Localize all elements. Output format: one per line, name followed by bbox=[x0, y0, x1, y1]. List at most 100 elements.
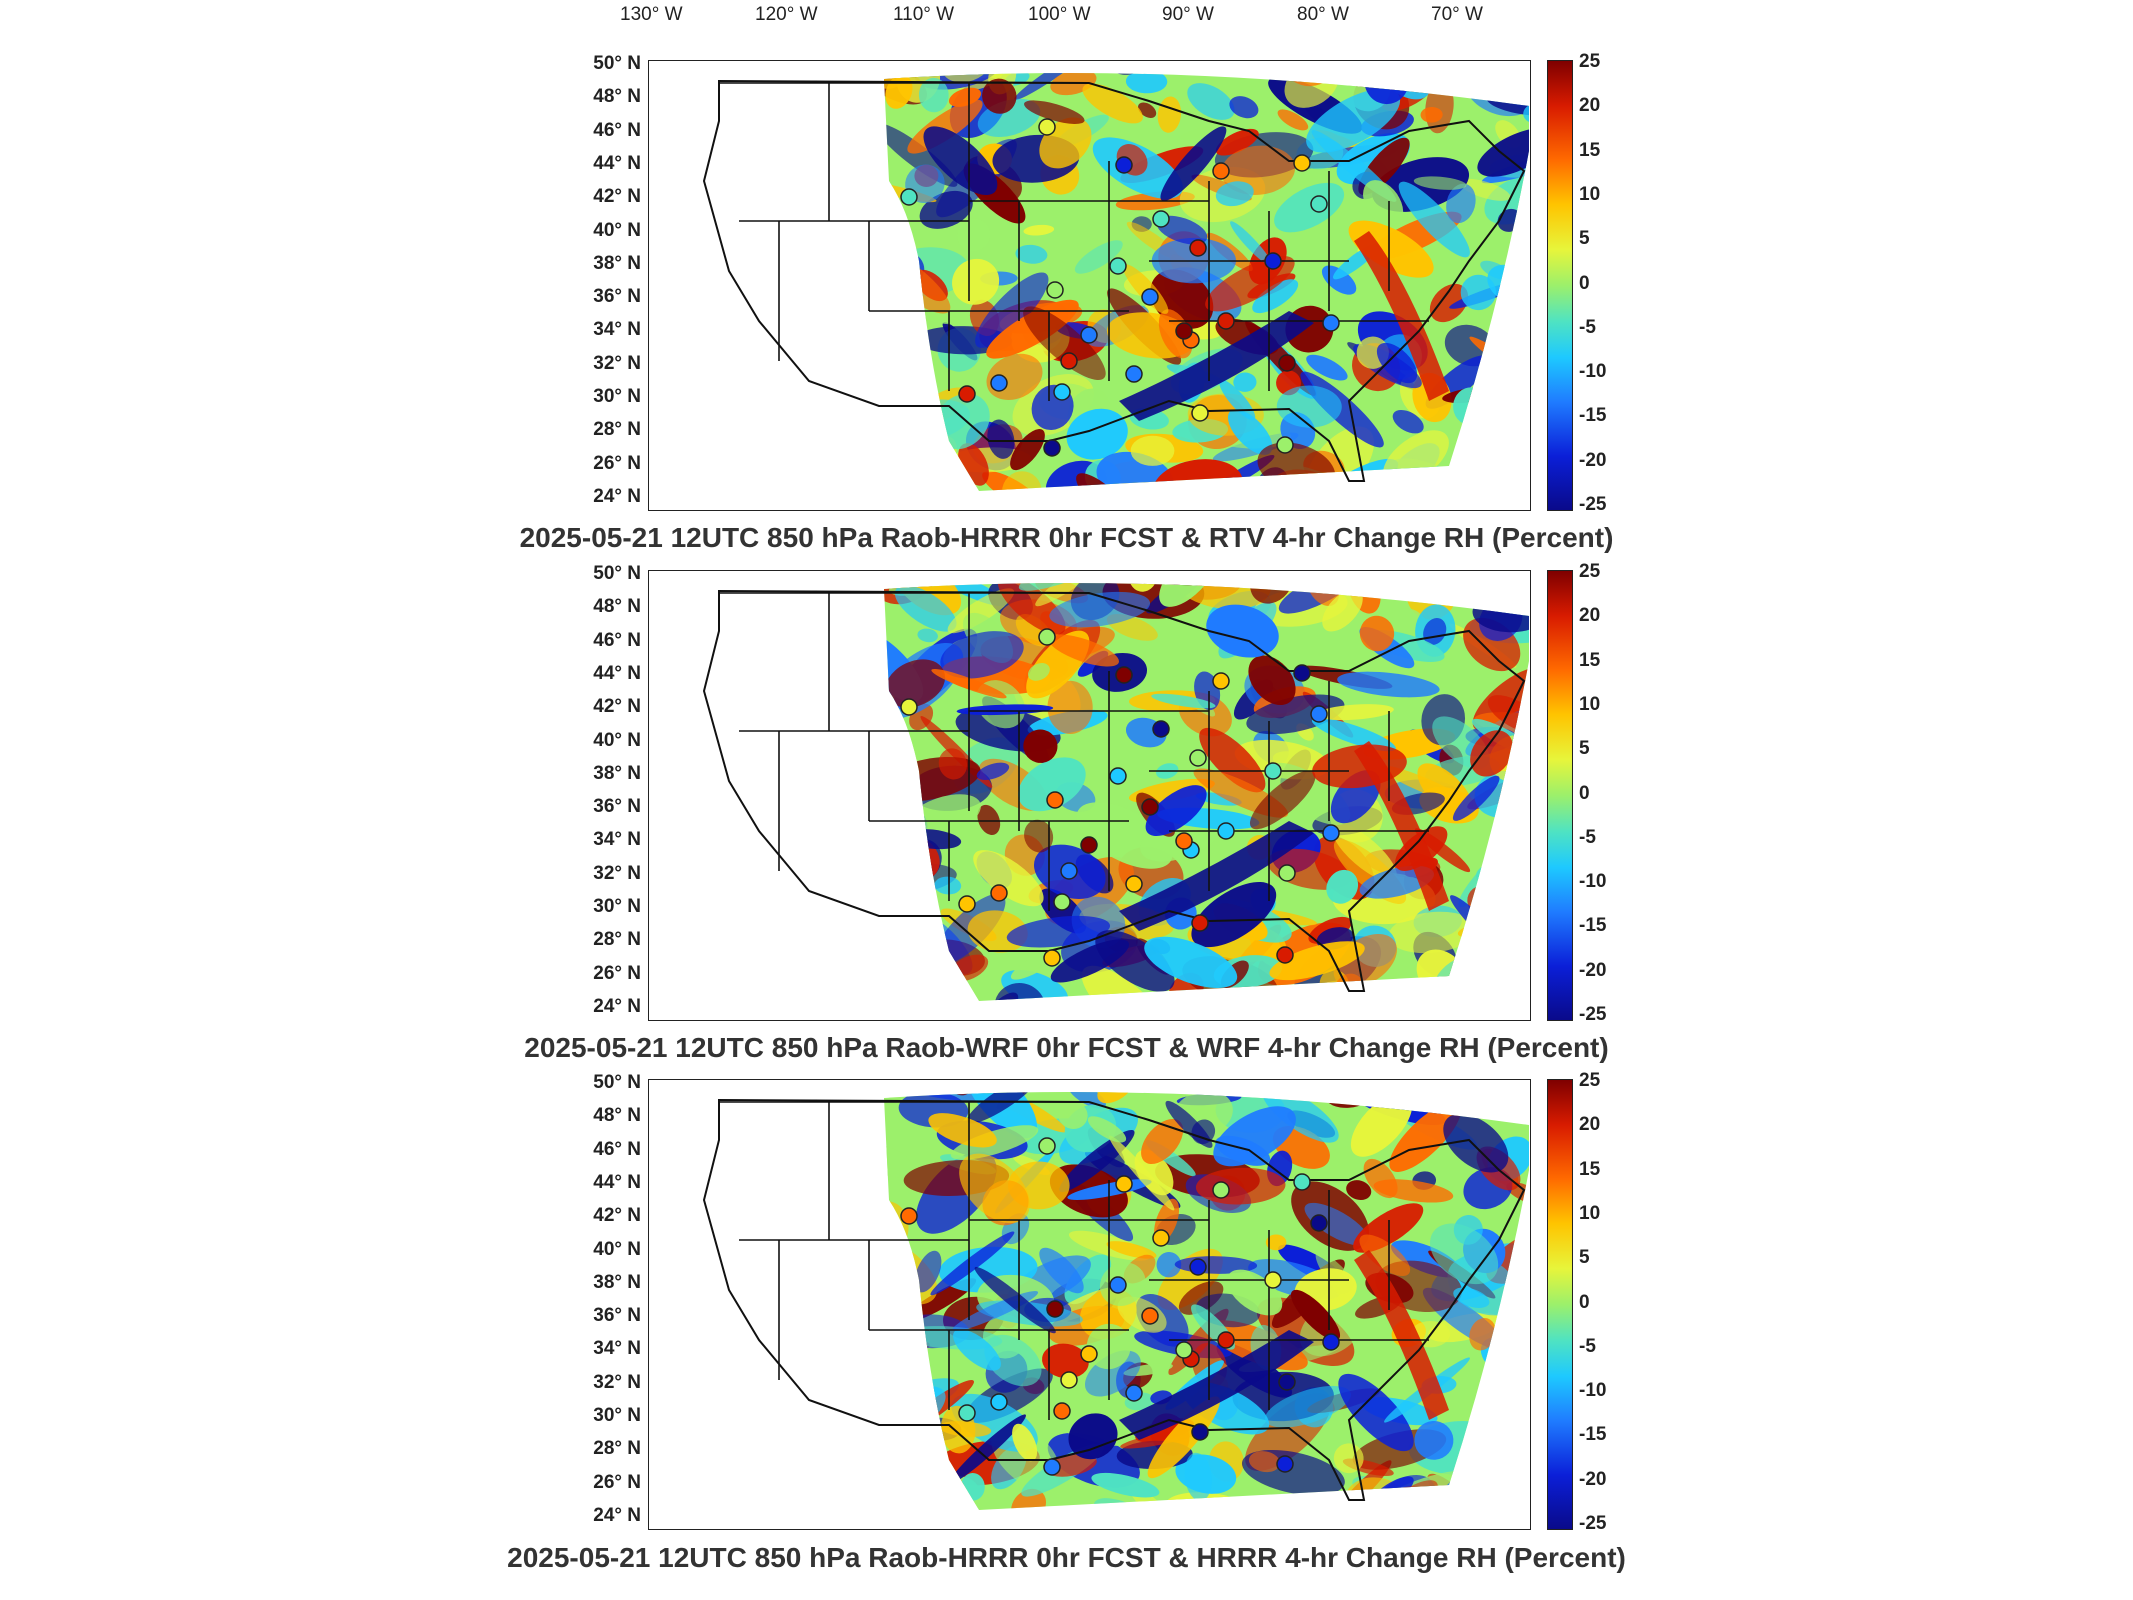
rh-field-patch bbox=[1125, 1481, 1193, 1511]
rh-change-map bbox=[648, 570, 1531, 1021]
raob-station-marker bbox=[1046, 791, 1064, 809]
colorbar-tick-label: -10 bbox=[1579, 871, 1607, 893]
rh-field-patch bbox=[894, 583, 962, 616]
rh-field-patch bbox=[1482, 923, 1529, 970]
colorbar-tick-label: -15 bbox=[1579, 1424, 1607, 1446]
rh-field-patch bbox=[1516, 1408, 1529, 1434]
colorbar-tick-label: 20 bbox=[1579, 605, 1601, 627]
rh-field-patch bbox=[1359, 615, 1395, 652]
raob-station-marker bbox=[1278, 864, 1296, 882]
rh-field-patch bbox=[1252, 279, 1299, 314]
rh-field-patch bbox=[1506, 832, 1529, 871]
latitude-label: 46° N bbox=[593, 629, 641, 651]
rh-field-patch bbox=[1269, 941, 1365, 981]
rh-field-patch bbox=[1049, 591, 1151, 628]
raob-station-marker bbox=[1264, 252, 1282, 270]
longitude-label: 90° W bbox=[1162, 4, 1214, 25]
rh-field-patch bbox=[1306, 88, 1401, 153]
rh-field-patch bbox=[938, 748, 968, 780]
latitude-label: 26° N bbox=[593, 962, 641, 984]
raob-station-marker bbox=[1217, 312, 1235, 330]
rh-field-patch bbox=[1015, 244, 1048, 264]
rh-field-patch bbox=[1326, 869, 1359, 904]
latitude-label: 28° N bbox=[593, 1438, 641, 1460]
raob-station-marker bbox=[1293, 1173, 1311, 1191]
rh-field-patch bbox=[1068, 1413, 1118, 1460]
rh-field-patch bbox=[1389, 1102, 1462, 1172]
raob-station-marker bbox=[1310, 195, 1328, 213]
rh-field-patch bbox=[1369, 1498, 1425, 1511]
rh-field-patch bbox=[884, 1316, 904, 1356]
rh-field-patch bbox=[1087, 1116, 1127, 1143]
raob-station-marker bbox=[1043, 949, 1061, 967]
colorbar-tick-label: -15 bbox=[1579, 405, 1607, 427]
colorbar-tick-label: -20 bbox=[1579, 1468, 1607, 1490]
rh-field-patch bbox=[1265, 1234, 1287, 1251]
rh-field-patch bbox=[1067, 1092, 1106, 1109]
rh-field-patch bbox=[1262, 1092, 1339, 1143]
raob-station-marker bbox=[1152, 1229, 1170, 1247]
rh-field-svg bbox=[702, 1092, 1529, 1511]
raob-station-marker bbox=[1053, 893, 1071, 911]
longitude-label: 130° W bbox=[620, 4, 683, 25]
raob-station-marker bbox=[1276, 436, 1294, 454]
us-outline bbox=[702, 589, 1526, 992]
moist-band bbox=[1354, 1250, 1449, 1420]
raob-station-marker bbox=[958, 385, 976, 403]
us-outline bbox=[702, 1098, 1526, 1501]
raob-station-marker bbox=[990, 374, 1008, 392]
rh-field-patch bbox=[956, 704, 1054, 716]
rh-field-patch bbox=[1449, 1092, 1515, 1097]
rh-field-patch bbox=[1524, 1334, 1529, 1354]
rh-field-patch bbox=[1525, 468, 1529, 492]
rh-field bbox=[884, 73, 1531, 511]
raob-station-marker bbox=[1189, 749, 1207, 767]
rh-field-patch bbox=[923, 126, 998, 195]
rh-field-patch bbox=[1011, 1488, 1047, 1511]
rh-field-patch bbox=[1409, 583, 1495, 594]
rh-field-patch bbox=[1248, 1451, 1281, 1473]
raob-station-marker bbox=[1212, 1181, 1230, 1199]
rh-field-patch bbox=[1457, 943, 1528, 994]
colorbar-tick-label: -5 bbox=[1579, 1335, 1596, 1357]
raob-station-marker bbox=[1322, 314, 1340, 332]
rh-field-patch bbox=[1336, 487, 1430, 511]
latitude-label: 38° N bbox=[593, 762, 641, 784]
rh-field-patch bbox=[1042, 1343, 1089, 1379]
rh-field-svg bbox=[702, 73, 1531, 511]
rh-field-patch bbox=[953, 1329, 1001, 1371]
rh-field-patch bbox=[1250, 583, 1293, 604]
rh-field-patch bbox=[977, 804, 1001, 835]
rh-field-patch bbox=[1468, 1433, 1498, 1471]
raob-station-marker bbox=[1125, 875, 1143, 893]
raob-station-marker bbox=[1322, 824, 1340, 842]
rh-field-patch bbox=[1494, 488, 1531, 511]
rh-field-patch bbox=[1057, 1100, 1088, 1129]
colorbar-tick-label: 5 bbox=[1579, 228, 1590, 250]
raob-station-marker bbox=[1152, 210, 1170, 228]
colorbar-tick-label: 20 bbox=[1579, 1114, 1601, 1136]
rh-field-patch bbox=[1130, 435, 1175, 466]
rh-field-patch bbox=[1446, 183, 1476, 224]
rh-field-patch bbox=[1414, 1420, 1454, 1460]
rh-field-patch bbox=[1491, 376, 1529, 452]
raob-station-marker bbox=[1175, 322, 1193, 340]
rh-field-patch bbox=[1443, 1113, 1509, 1173]
rh-field-patch bbox=[1489, 1373, 1529, 1420]
rh-field-patch bbox=[1024, 100, 1085, 124]
rh-field-patch bbox=[1109, 1135, 1175, 1211]
colorbar-tick-label: 0 bbox=[1579, 272, 1590, 294]
rh-field-patch bbox=[1156, 1252, 1182, 1278]
raob-station-marker bbox=[1109, 767, 1127, 785]
rh-field-patch bbox=[1459, 178, 1511, 201]
colorbar-tick-label: 0 bbox=[1579, 782, 1590, 804]
rh-field-patch bbox=[1306, 354, 1348, 381]
rh-field-patch bbox=[1360, 583, 1459, 596]
rh-field-patch bbox=[1437, 1092, 1501, 1112]
rh-change-map bbox=[648, 60, 1531, 511]
latitude-label: 34° N bbox=[593, 1338, 641, 1360]
raob-station-marker bbox=[1109, 257, 1127, 275]
rh-field-patch bbox=[1205, 256, 1295, 312]
rh-field-patch bbox=[959, 1153, 1030, 1224]
rh-field-patch bbox=[1048, 634, 1119, 667]
